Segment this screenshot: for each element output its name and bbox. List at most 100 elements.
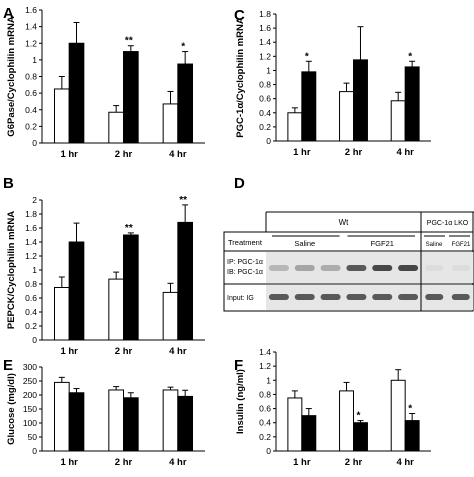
y-tick-label: 1.6	[25, 223, 37, 233]
y-tick-label: 1.6	[25, 5, 37, 15]
pgc-band	[398, 265, 419, 271]
y-tick-label: 300	[23, 362, 37, 372]
x-tick-label: 2 hr	[345, 147, 363, 158]
y-tick-label: 0.2	[259, 432, 271, 442]
y-tick-label: 1.4	[25, 237, 37, 247]
y-tick-label: 0	[32, 335, 37, 345]
control-bar	[162, 389, 179, 452]
y-tick-label: 2	[32, 195, 37, 205]
significance-marker: *	[408, 404, 412, 415]
panel-letter: F	[234, 357, 243, 374]
y-tick-label: 1.4	[25, 22, 37, 32]
y-tick-label: 0.4	[259, 108, 271, 118]
y-tick-label: 0.6	[25, 293, 37, 303]
significance-marker: *	[181, 42, 185, 53]
x-tick-label: 4 hr	[169, 346, 187, 357]
x-tick-label: 1 hr	[60, 346, 78, 357]
treatment-fgf21-label: FGF21	[452, 242, 471, 248]
input-band	[320, 294, 341, 300]
pgc-band	[425, 265, 444, 271]
treated-bar	[68, 241, 85, 341]
input-band	[294, 294, 315, 300]
x-tick-label: 1 hr	[60, 149, 78, 160]
input-band	[451, 294, 470, 300]
y-tick-label: 1	[266, 65, 271, 75]
treated-bar	[404, 66, 420, 142]
y-tick-label: 1.2	[259, 361, 271, 371]
control-bar	[53, 381, 70, 452]
treated-bar	[123, 51, 139, 144]
treated-bar	[123, 397, 139, 452]
x-tick-label: 4 hr	[396, 457, 414, 468]
control-bar	[53, 287, 70, 341]
y-tick-label: 1.8	[259, 9, 271, 19]
treatment-saline-label: Saline	[294, 239, 315, 248]
group-label-wt: Wt	[339, 218, 350, 227]
treatment-fgf21-label: FGF21	[371, 239, 394, 248]
control-bar	[339, 91, 354, 142]
significance-marker: *	[357, 411, 361, 422]
input-band	[346, 294, 367, 300]
treated-bar	[177, 63, 194, 144]
input-band	[372, 294, 393, 300]
input-row-label: Input: IG	[227, 295, 254, 302]
panel-letter: B	[3, 175, 14, 192]
y-tick-label: 0	[266, 136, 271, 146]
y-tick-label: 0.8	[259, 80, 271, 90]
panel-letter: D	[234, 175, 245, 192]
blot-panel-d: D Wt PGC-1α LKO Treatment Saline FGF21 Saline F…	[223, 175, 474, 312]
y-tick-label: 1.4	[259, 37, 271, 47]
significance-marker: **	[125, 36, 133, 47]
y-tick-label: 0.8	[259, 389, 271, 399]
input-band	[268, 294, 289, 300]
y-tick-label: 1.2	[259, 51, 271, 61]
control-bar	[287, 397, 303, 452]
treated-bar	[301, 415, 317, 452]
y-tick-label: 0.6	[25, 88, 37, 98]
control-bar	[53, 88, 70, 144]
y-tick-label: 1	[32, 55, 37, 65]
panel-letter: E	[3, 357, 13, 374]
y-axis-label: Insulin (ng/ml)	[235, 369, 246, 434]
pgc-band	[268, 265, 289, 271]
treated-bar	[177, 395, 194, 452]
x-tick-label: 1 hr	[293, 147, 311, 158]
y-tick-label: 0.6	[259, 404, 271, 414]
treatment-label: Treatment	[228, 238, 263, 247]
x-tick-label: 4 hr	[169, 149, 187, 160]
y-tick-label: 0.2	[25, 121, 37, 131]
ip-row-label: IP: PGC-1α	[227, 259, 263, 266]
ib-row-label: IB: PGC-1α	[227, 269, 263, 276]
x-tick-label: 4 hr	[396, 147, 414, 158]
significance-marker: *	[305, 51, 309, 62]
treatment-saline-label: Saline	[426, 242, 443, 248]
y-tick-label: 1.8	[25, 209, 37, 219]
treated-bar	[404, 420, 420, 452]
pgc-band	[372, 265, 393, 271]
pgc-band	[451, 265, 470, 271]
control-bar	[339, 390, 354, 452]
y-tick-label: 100	[23, 418, 37, 428]
pgc-band	[346, 265, 367, 271]
y-tick-label: 0.6	[259, 94, 271, 104]
y-tick-label: 0.8	[25, 279, 37, 289]
treated-bar	[353, 422, 368, 452]
y-tick-label: 1.6	[259, 23, 271, 33]
control-bar	[108, 278, 125, 341]
x-tick-label: 2 hr	[345, 457, 363, 468]
chart-panel-b: B PEPCK/Cyclophilin mRNA 0 0.2 0.4 0.6 0.8 1 1.2…	[3, 175, 205, 357]
y-tick-label: 0	[32, 138, 37, 148]
treated-bar	[68, 42, 85, 144]
y-tick-label: 150	[23, 404, 37, 414]
y-tick-label: 1	[266, 375, 271, 385]
control-bar	[390, 379, 406, 452]
treated-bar	[301, 71, 317, 142]
blot-background	[266, 252, 473, 283]
y-tick-label: 0.8	[25, 72, 37, 82]
y-tick-label: 250	[23, 376, 37, 386]
input-band	[425, 294, 444, 300]
x-tick-label: 1 hr	[293, 457, 311, 468]
